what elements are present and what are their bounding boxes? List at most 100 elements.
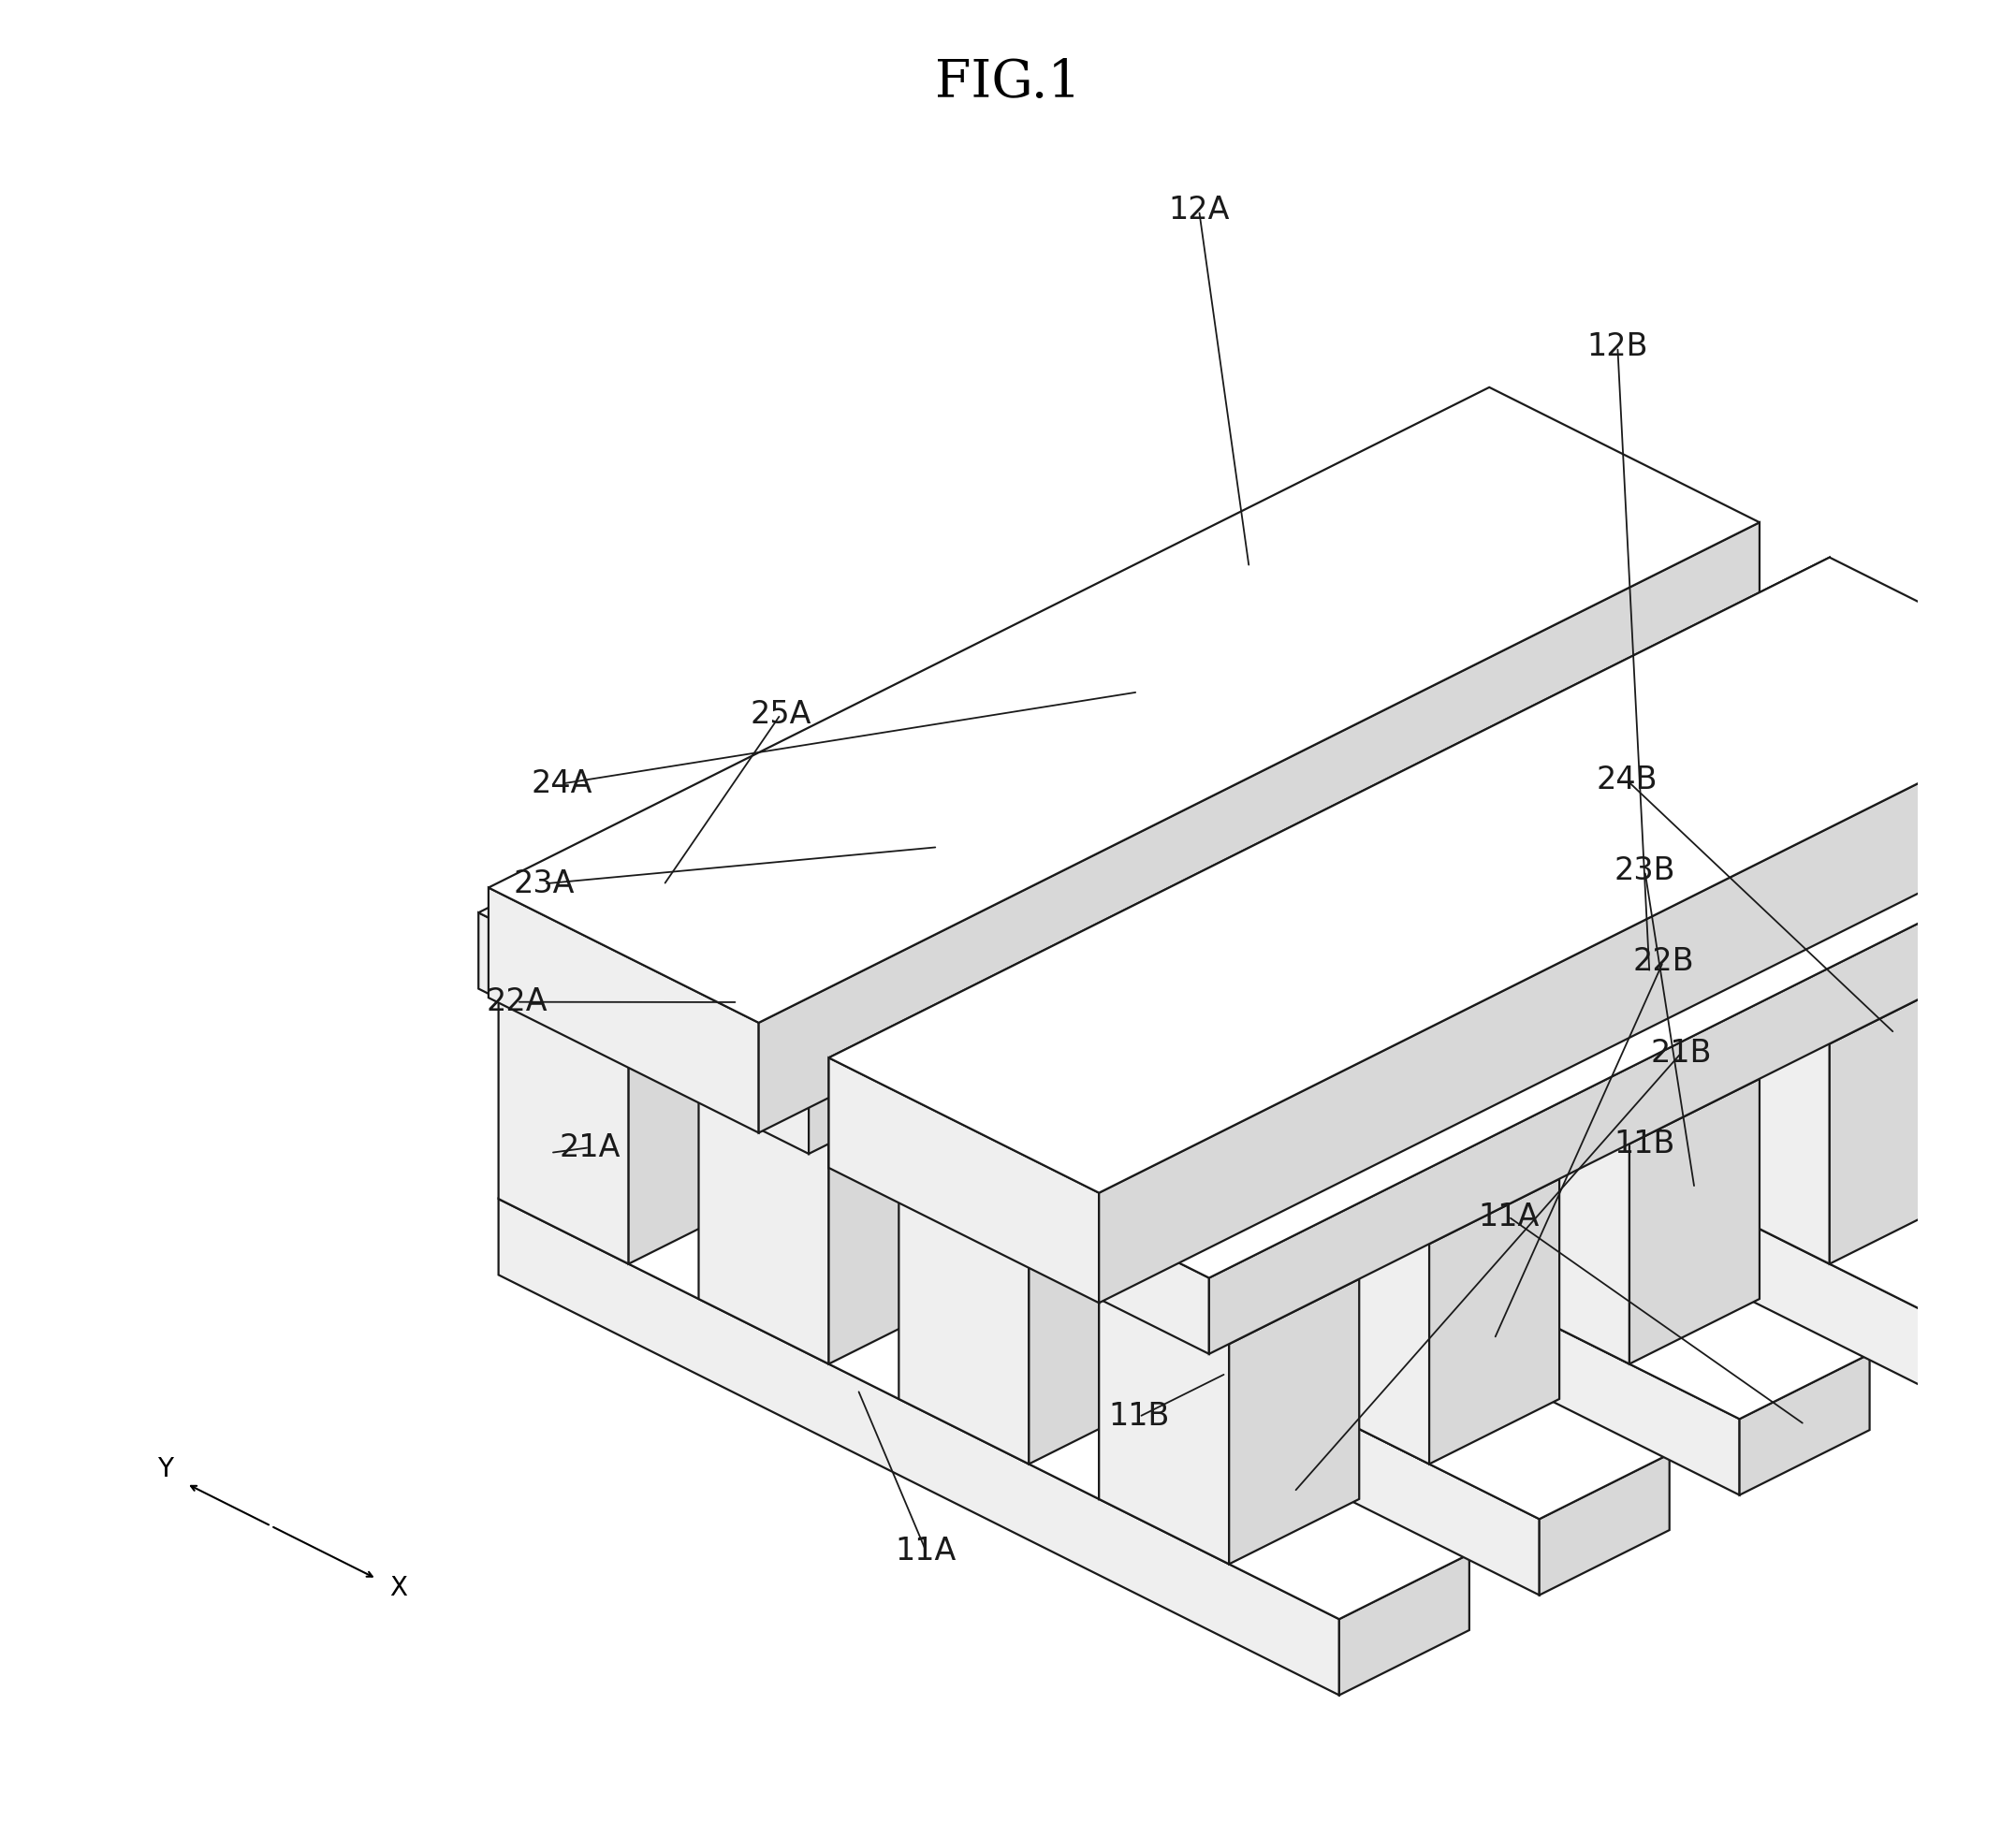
- Polygon shape: [1099, 878, 1230, 1164]
- Polygon shape: [879, 683, 1869, 1177]
- Text: 11A: 11A: [1478, 1201, 1538, 1232]
- Text: 25A: 25A: [750, 700, 810, 731]
- Polygon shape: [700, 1079, 829, 1365]
- Polygon shape: [1540, 1454, 1669, 1594]
- Polygon shape: [1099, 1079, 1230, 1365]
- Polygon shape: [1099, 834, 2016, 1319]
- Polygon shape: [700, 1013, 960, 1144]
- Polygon shape: [1099, 1213, 1359, 1345]
- Polygon shape: [1230, 878, 1359, 1164]
- Polygon shape: [478, 483, 1470, 978]
- Polygon shape: [1699, 913, 1960, 1044]
- Polygon shape: [1429, 1179, 1558, 1465]
- Polygon shape: [1831, 978, 1960, 1264]
- Text: 22A: 22A: [486, 986, 548, 1017]
- Text: 12A: 12A: [1169, 195, 1230, 226]
- Polygon shape: [629, 978, 758, 1264]
- Polygon shape: [1298, 1179, 1429, 1465]
- Polygon shape: [899, 1179, 1028, 1465]
- Polygon shape: [1500, 1013, 1629, 1299]
- Text: 21B: 21B: [1651, 1037, 1712, 1068]
- Polygon shape: [1629, 1079, 1760, 1365]
- Polygon shape: [498, 1199, 1339, 1694]
- Polygon shape: [1099, 614, 1359, 743]
- Polygon shape: [899, 714, 1159, 844]
- Text: Y: Y: [157, 1456, 173, 1483]
- Polygon shape: [829, 1079, 960, 1365]
- Polygon shape: [899, 1113, 1159, 1244]
- Text: 24B: 24B: [1597, 765, 1657, 796]
- Polygon shape: [700, 878, 829, 1164]
- Polygon shape: [1298, 714, 1558, 844]
- Polygon shape: [1210, 847, 2016, 1354]
- Polygon shape: [1079, 1213, 1210, 1354]
- Polygon shape: [700, 814, 960, 944]
- Polygon shape: [808, 647, 1669, 1153]
- Text: 24A: 24A: [532, 769, 593, 800]
- Polygon shape: [899, 978, 1028, 1264]
- Polygon shape: [1629, 878, 1760, 1164]
- Polygon shape: [1099, 898, 1939, 1396]
- Polygon shape: [1099, 692, 2016, 1303]
- Polygon shape: [1298, 1113, 1429, 1399]
- Polygon shape: [1500, 1013, 1760, 1144]
- Polygon shape: [478, 913, 609, 1053]
- Polygon shape: [1298, 913, 1558, 1044]
- Polygon shape: [1099, 1213, 1230, 1500]
- Polygon shape: [1500, 878, 1629, 1164]
- Polygon shape: [1099, 1013, 1359, 1144]
- Polygon shape: [1099, 1279, 1230, 1563]
- Polygon shape: [899, 933, 1869, 1419]
- Text: 11B: 11B: [1615, 1128, 1675, 1159]
- Text: 11B: 11B: [1109, 1401, 1169, 1432]
- Polygon shape: [700, 1033, 1669, 1520]
- Polygon shape: [1339, 1554, 1470, 1694]
- Polygon shape: [488, 887, 758, 1133]
- Polygon shape: [1099, 678, 1230, 964]
- Polygon shape: [700, 1099, 1540, 1594]
- Text: 23A: 23A: [514, 869, 575, 898]
- Polygon shape: [1099, 834, 1230, 975]
- Polygon shape: [488, 388, 1760, 1022]
- Text: 12B: 12B: [1587, 332, 1649, 363]
- Polygon shape: [899, 998, 1740, 1496]
- Polygon shape: [1939, 1254, 2016, 1396]
- Polygon shape: [498, 1133, 1470, 1620]
- Polygon shape: [1429, 778, 1558, 1064]
- Polygon shape: [758, 523, 1760, 1133]
- Text: FIG.1: FIG.1: [935, 58, 1081, 109]
- Polygon shape: [1699, 978, 1831, 1264]
- Text: 21A: 21A: [558, 1131, 621, 1162]
- Polygon shape: [1230, 1079, 1359, 1365]
- Polygon shape: [1298, 978, 1429, 1264]
- Polygon shape: [899, 913, 1159, 1044]
- Polygon shape: [1008, 747, 1869, 1254]
- Polygon shape: [609, 547, 1470, 1053]
- Polygon shape: [1079, 783, 1939, 1288]
- Polygon shape: [679, 583, 1669, 1079]
- Polygon shape: [829, 558, 2016, 1193]
- Polygon shape: [498, 978, 629, 1264]
- Text: 11A: 11A: [895, 1536, 958, 1567]
- Polygon shape: [1740, 1354, 1869, 1496]
- Polygon shape: [1429, 978, 1558, 1264]
- Polygon shape: [829, 1059, 1099, 1303]
- Polygon shape: [1028, 778, 1159, 1064]
- Polygon shape: [1298, 778, 1429, 1064]
- Polygon shape: [498, 913, 758, 1044]
- Polygon shape: [1079, 783, 2016, 1277]
- Polygon shape: [879, 1113, 1008, 1254]
- Polygon shape: [1500, 814, 1760, 944]
- Polygon shape: [1298, 1113, 1558, 1244]
- Polygon shape: [899, 778, 1028, 1064]
- Polygon shape: [1028, 1179, 1159, 1465]
- Polygon shape: [1230, 678, 1359, 964]
- Polygon shape: [1500, 1079, 1629, 1365]
- Text: 23B: 23B: [1615, 856, 1675, 887]
- Polygon shape: [679, 1013, 808, 1153]
- Polygon shape: [1699, 913, 1831, 1199]
- Text: X: X: [389, 1574, 407, 1602]
- Polygon shape: [829, 878, 960, 1164]
- Polygon shape: [1099, 814, 1359, 944]
- Text: 22B: 22B: [1633, 946, 1693, 977]
